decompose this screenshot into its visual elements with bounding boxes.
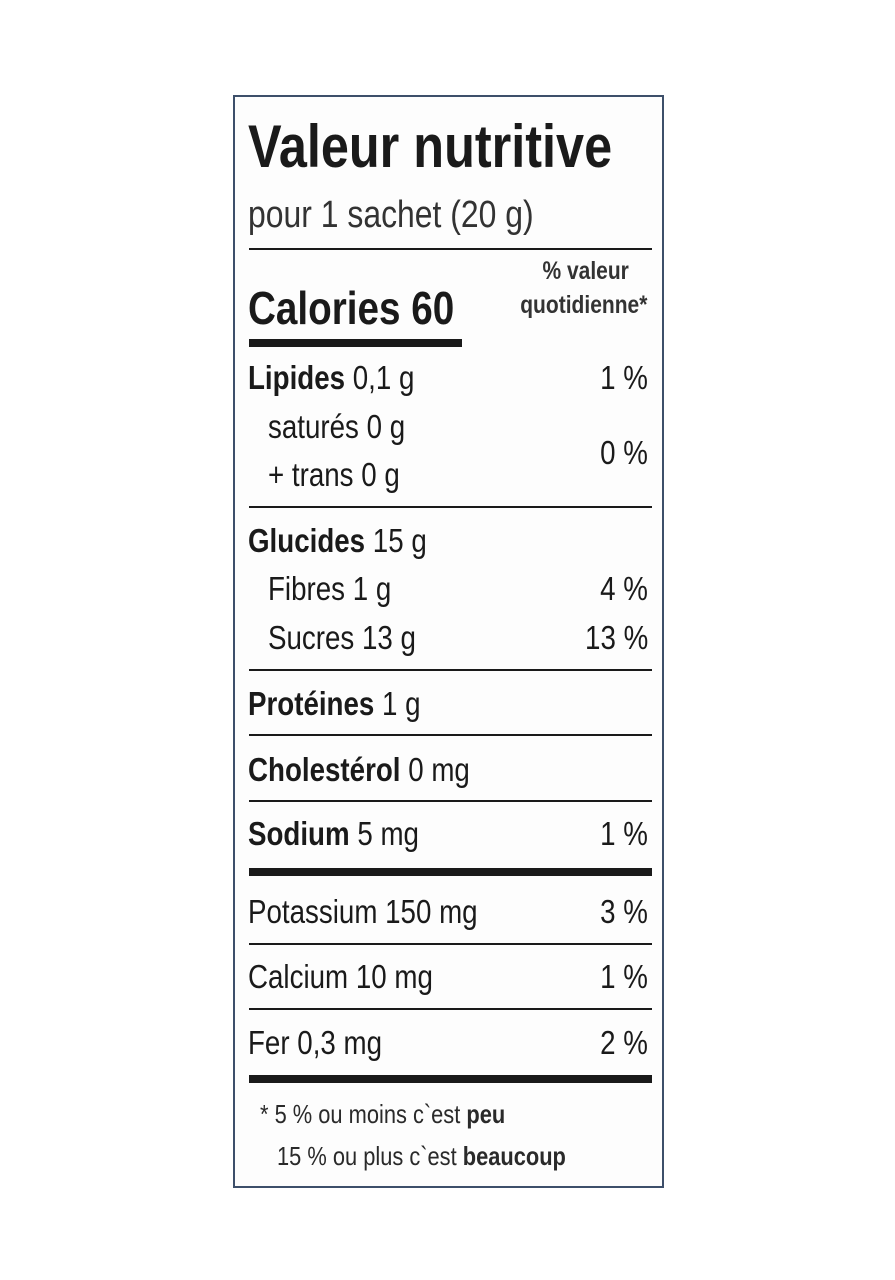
row-fibres: Fibres 1 g	[268, 570, 392, 607]
divider	[249, 943, 652, 945]
thick-divider	[249, 868, 652, 876]
row-proteines: Protéines 1 g	[248, 685, 421, 722]
nutrition-facts-label: Valeur nutritive pour 1 sachet (20 g) % …	[233, 95, 664, 1188]
row-cholesterol: Cholestérol 0 mg	[248, 751, 470, 788]
divider	[249, 248, 652, 250]
divider	[249, 506, 652, 508]
row-satures: saturés 0 g	[268, 408, 406, 445]
divider	[249, 1008, 652, 1010]
row-potassium: Potassium 150 mg	[248, 893, 478, 930]
dv-fibres: 4 %	[600, 570, 648, 607]
dv-header-line2: quotidienne*	[519, 291, 647, 319]
row-sucres: Sucres 13 g	[268, 619, 416, 656]
dv-lipides: 1 %	[600, 359, 648, 396]
calories-bar	[249, 339, 462, 347]
thick-divider	[249, 1075, 652, 1083]
dv-calcium: 1 %	[600, 958, 648, 995]
dv-potassium: 3 %	[600, 893, 648, 930]
label-title: Valeur nutritive	[248, 113, 613, 180]
serving-size: pour 1 sachet (20 g)	[248, 194, 534, 236]
row-fer: Fer 0,3 mg	[248, 1024, 383, 1061]
footnote-line2: 15 % ou plus c`est beaucoup	[277, 1141, 566, 1171]
dv-satures-trans: 0 %	[600, 434, 648, 471]
dv-sodium: 1 %	[600, 815, 648, 852]
divider	[249, 669, 652, 671]
footnote-line1: * 5 % ou moins c`est peu	[260, 1099, 506, 1129]
row-lipides: Lipides 0,1 g	[248, 359, 415, 396]
divider	[249, 800, 652, 802]
row-calcium: Calcium 10 mg	[248, 958, 433, 995]
dv-sucres: 13 %	[584, 619, 648, 656]
row-sodium: Sodium 5 mg	[248, 815, 419, 852]
calories: Calories 60	[248, 282, 455, 334]
dv-header-line1: % valeur	[542, 257, 629, 285]
row-trans: + trans 0 g	[268, 456, 400, 493]
row-glucides: Glucides 15 g	[248, 522, 427, 559]
dv-fer: 2 %	[600, 1024, 648, 1061]
divider	[249, 734, 652, 736]
